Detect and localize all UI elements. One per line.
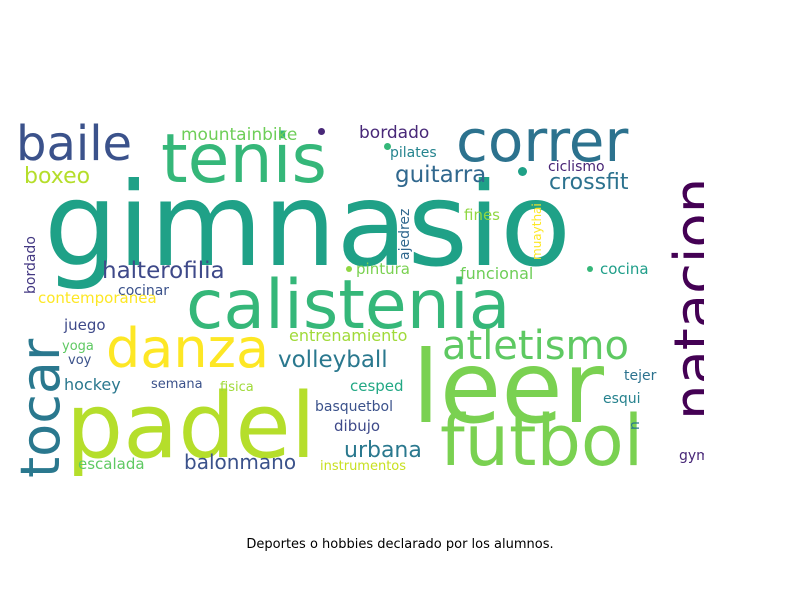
word-voy: voy [68,353,92,368]
word-yoga: yoga [62,339,94,354]
figure-caption: Deportes o hobbies declarado por los alu… [246,537,554,552]
word-guitarra: guitarra [395,162,487,188]
word-cocinar: cocinar [118,283,170,299]
word-preparacion: bordado [23,236,39,294]
word-padel: padel [66,374,316,479]
word-leer: leer [412,329,604,446]
word-natacion: natacion [663,177,704,420]
word-tejer: tejer [624,368,657,384]
word-cesped: cesped [350,377,404,395]
word-esqui: esqui [603,391,641,407]
word-gimnasio: gimnasio [44,158,572,293]
word-escalada: escalada [78,455,145,473]
word-fragment-dot [587,266,593,272]
word-juego: juego [64,316,106,334]
word-bordado: bordado [359,123,430,143]
word-fragment-dot [346,266,352,272]
word-danza: danza [106,317,270,380]
word-cloud: gimnasio calistenia tenis correr leer pa… [14,100,704,490]
word-crossfit: crossfit [549,170,629,195]
word-calistenia: calistenia [186,266,511,345]
word-fragment-dot [318,128,325,135]
word-entrenamiento: entrenamiento [289,326,408,345]
word-urbana: urbana [344,438,422,463]
word-n: n [627,421,643,430]
word-baile: baile [16,116,133,172]
word-cocina: cocina [600,260,649,278]
word-ciclismo: ciclismo [548,159,605,175]
word-correr: correr [456,107,629,175]
word-muaythai: muaythai [530,203,544,260]
word-tenis: tenis [161,120,327,199]
word-hockey: hockey [64,375,121,394]
word-gym: gym [679,448,704,464]
word-fragment-dot [384,143,391,150]
word-balonmano: balonmano [184,450,297,474]
word-futbol: futbol [440,400,644,482]
word-instrumentos: instrumentos [320,459,407,474]
word-ajedrez: ajedrez [397,208,413,260]
word-fines: fines [464,206,500,224]
word-funcional: funcional [460,264,534,283]
word-volleyball: volleyball [278,347,388,373]
word-atletismo: atletismo [442,323,629,369]
word-basquetbol: basquetbol [315,399,393,415]
word-tocar: tocar [14,338,72,478]
word-semana: semana [151,377,203,392]
word-contemporanea: contemporanea [38,289,157,307]
word-dibujo: dibujo [334,417,381,435]
word-halterofilia: halterofilia [102,258,225,284]
word-pintura: pintura [356,260,410,278]
word-fisica: fisica [220,380,254,395]
word-pilates: pilates [390,145,437,161]
word-boxeo: boxeo [24,164,91,189]
word-fragment-dot [518,167,527,176]
word-mountainbike: mountainbike [181,125,298,145]
